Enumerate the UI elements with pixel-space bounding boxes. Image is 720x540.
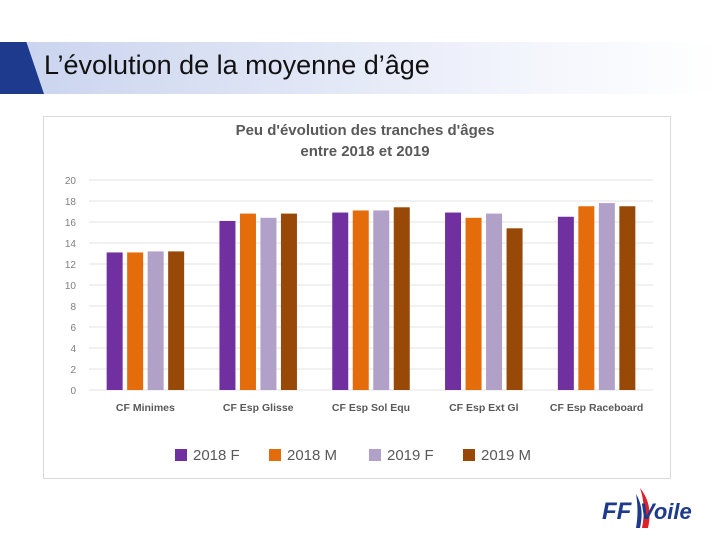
- logo-ff-text: FF: [602, 498, 633, 525]
- x-category-label: CF Esp Ext Gl: [449, 402, 519, 414]
- y-tick-label: 12: [65, 260, 77, 271]
- chart-subtitle: entre 2018 et 2019: [300, 143, 429, 160]
- bar-2018-m-5: [578, 206, 595, 390]
- y-tick-label: 0: [70, 386, 76, 397]
- y-tick-label: 14: [65, 239, 77, 250]
- legend-swatch: [463, 449, 475, 461]
- ffvoile-logo: FF Voile: [602, 488, 692, 528]
- chart-title: Peu d'évolution des tranches d'âges: [236, 122, 495, 139]
- y-tick-label: 16: [65, 218, 77, 229]
- bar-2018-f-5: [557, 216, 574, 390]
- bar-2019-m-2: [280, 213, 297, 390]
- bar-2019-m-5: [619, 206, 636, 390]
- logo-sail-icon: [640, 488, 650, 528]
- x-category-label: CF Esp Raceboard: [550, 402, 643, 414]
- bar-2018-f-2: [219, 220, 236, 390]
- logo-voile-text: Voile: [640, 499, 692, 524]
- bar-2019-f-5: [598, 203, 615, 390]
- y-tick-label: 6: [70, 323, 76, 334]
- bar-2018-f-3: [332, 212, 349, 390]
- x-category-label: CF Esp Glisse: [223, 402, 294, 414]
- legend-label: 2018 M: [287, 447, 337, 464]
- bar-2019-f-2: [260, 217, 277, 390]
- y-tick-label: 8: [70, 302, 76, 313]
- legend-swatch: [175, 449, 187, 461]
- bar-2019-f-1: [147, 251, 164, 390]
- bar-2018-m-1: [127, 252, 144, 390]
- bar-2018-f-1: [106, 252, 123, 390]
- y-tick-label: 10: [65, 281, 77, 292]
- legend-swatch: [369, 449, 381, 461]
- legend-label: 2019 F: [387, 447, 434, 464]
- bar-2019-f-4: [486, 213, 503, 390]
- legend-label: 2019 M: [481, 447, 531, 464]
- bar-2018-m-4: [465, 217, 482, 390]
- bar-chart: Peu d'évolution des tranches d'âges entr…: [65, 122, 653, 464]
- bar-2019-m-4: [506, 228, 523, 390]
- y-tick-label: 18: [65, 197, 77, 208]
- logo-sail-secondary-icon: [636, 494, 642, 528]
- legend-label: 2018 F: [193, 447, 240, 464]
- bar-2018-m-2: [239, 213, 256, 390]
- y-tick-label: 20: [65, 176, 77, 187]
- y-tick-label: 4: [70, 344, 76, 355]
- bar-2019-m-1: [168, 251, 185, 390]
- title-band: [0, 42, 720, 94]
- bar-2019-f-3: [373, 210, 390, 390]
- y-tick-label: 2: [70, 365, 76, 376]
- bar-2018-f-4: [445, 212, 462, 390]
- bar-2019-m-3: [393, 207, 410, 390]
- bar-2018-m-3: [352, 210, 369, 390]
- x-category-label: CF Minimes: [116, 402, 175, 414]
- legend-swatch: [269, 449, 281, 461]
- x-category-label: CF Esp Sol Equ: [332, 402, 410, 414]
- slide-title: L’évolution de la moyenne d’âge: [44, 50, 430, 80]
